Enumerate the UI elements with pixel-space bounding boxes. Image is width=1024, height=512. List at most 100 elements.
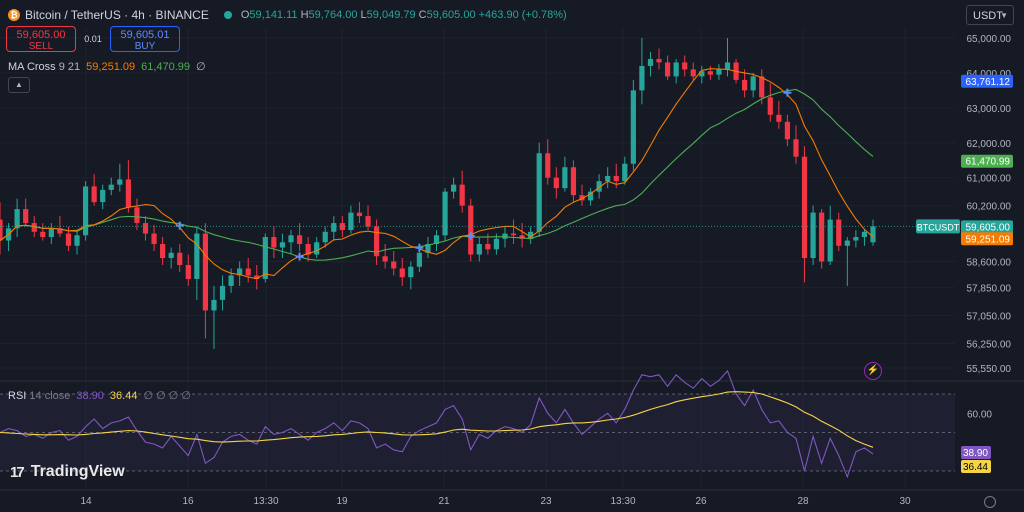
candle-body [656, 58, 662, 63]
price-tick-label: 65,000.00 [967, 34, 1012, 45]
candle [622, 156, 628, 185]
candle-body [836, 219, 842, 246]
price-badge: 63,761.12 [961, 74, 1013, 88]
candle [784, 114, 791, 147]
candle [861, 230, 868, 246]
settings-icon[interactable] [984, 496, 996, 508]
candle-body [716, 69, 722, 75]
rsi-tick-label: 60.00 [967, 409, 992, 420]
candle-body [742, 79, 748, 91]
ma-slow-line [0, 88, 874, 261]
candle [254, 264, 260, 290]
candle [570, 160, 577, 203]
candle-body [177, 252, 183, 265]
bitcoin-icon: ₿ [8, 9, 20, 21]
candle [690, 62, 696, 80]
candle [228, 268, 234, 293]
sell-button[interactable]: 59,605.00 SELL [6, 26, 76, 52]
candle [322, 226, 328, 248]
candle-body [776, 114, 782, 122]
candle [168, 247, 174, 269]
candle [664, 55, 671, 80]
time-tick-label: 30 [899, 496, 911, 507]
candle [288, 230, 294, 255]
candle [870, 219, 876, 246]
price-tick-label: 60,200.00 [967, 202, 1012, 213]
rsi-ma-line [0, 391, 874, 448]
candle-body [142, 223, 149, 234]
price-tick-label: 58,600.00 [967, 257, 1012, 268]
candle-body [827, 219, 833, 262]
symbol-title[interactable]: Bitcoin / TetherUS · 4h · BINANCE [25, 8, 209, 22]
price-tick-label: 61,000.00 [967, 174, 1012, 185]
candle [528, 226, 534, 245]
candle-body [639, 65, 645, 91]
candle [579, 184, 585, 206]
rsi-badge-bg [961, 446, 991, 459]
currency-select[interactable]: USDT ▼ [966, 5, 1014, 25]
candle [314, 237, 320, 258]
candle-body [502, 233, 508, 239]
candle [442, 188, 448, 241]
candle [767, 83, 773, 122]
candle [836, 212, 842, 252]
price-tick-label: 62,000.00 [967, 139, 1012, 150]
ma-fast-line [0, 68, 874, 280]
candle-body [759, 76, 765, 98]
candle [0, 202, 3, 255]
candle [750, 72, 756, 98]
candle-body [724, 62, 731, 70]
price-badge: 59,251.09 [961, 232, 1013, 246]
rsi-legend[interactable]: RSI 14 close 38.90 36.44 ∅ ∅ ∅ ∅ [8, 390, 191, 402]
price-tick-label: 57,850.00 [967, 284, 1012, 295]
time-tick-label: 19 [336, 496, 348, 507]
cross-marker [295, 252, 304, 261]
candle-body [433, 235, 440, 245]
candle [682, 55, 688, 77]
candle-body [14, 209, 20, 229]
candle [408, 261, 414, 290]
candle-body [399, 268, 405, 278]
candle-body [459, 184, 465, 206]
candle-body [91, 186, 97, 203]
candle-body [373, 226, 380, 257]
candle [596, 174, 602, 199]
collapse-legend-button[interactable]: ▲ [8, 77, 30, 93]
rsi-badge-bg [961, 460, 991, 473]
time-tick-label: 23 [540, 496, 552, 507]
candle [160, 237, 166, 265]
time-tick-label: 13:30 [610, 496, 635, 507]
candle [194, 226, 200, 300]
candle-body [451, 184, 457, 192]
candle-body [219, 285, 226, 300]
candle [742, 69, 748, 98]
candle-body [160, 244, 166, 258]
candle-body [545, 153, 551, 178]
candle [605, 167, 611, 189]
candle-body [288, 235, 294, 243]
buy-button[interactable]: 59,605.01 BUY [110, 26, 180, 52]
lightning-icon[interactable]: ⚡ [864, 362, 882, 380]
candle [468, 198, 474, 262]
price-badge: 61,470.99 [961, 154, 1013, 168]
candle-body [793, 139, 799, 157]
candle [365, 205, 371, 231]
chart-header: ₿ Bitcoin / TetherUS · 4h · BINANCE O59,… [0, 0, 1024, 28]
candle [391, 251, 397, 276]
candle-body [630, 90, 636, 164]
candle-body [416, 252, 422, 267]
ma-cross-legend[interactable]: MA Cross 9 21 59,251.09 61,470.99 ∅ [8, 61, 206, 73]
price-change: +463.90 (+0.78%) [478, 9, 567, 21]
price-tick-label: 56,250.00 [967, 340, 1012, 351]
candle [177, 244, 183, 272]
candle [853, 230, 859, 248]
candle [699, 65, 705, 84]
candle-body [784, 121, 791, 140]
price-badge-text: 61,470.99 [966, 157, 1011, 168]
candle [237, 261, 243, 286]
candle-body [536, 153, 542, 232]
cross-marker [175, 221, 184, 230]
candle [100, 184, 106, 210]
candle-body [819, 212, 825, 262]
